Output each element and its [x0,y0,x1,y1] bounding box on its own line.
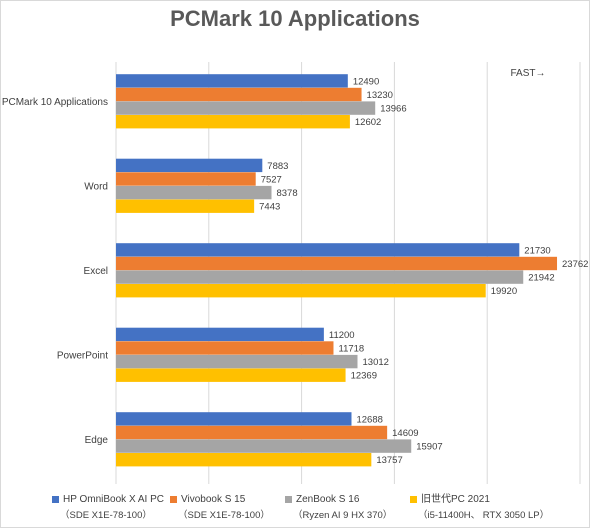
bar [116,354,358,369]
fast-annotation: FAST→ [510,68,545,79]
legend-note: （i5-11400H、 RTX 3050 LP） [418,510,550,521]
bar [116,453,372,467]
legend-item-vivobook: Vivobook S 15 （SDE X1E-78-100） [170,494,270,522]
data-label: 21730 [524,245,550,256]
data-label: 13966 [380,104,406,115]
category-label: PowerPoint [57,350,108,361]
data-label: 12369 [351,371,377,382]
data-label: 19920 [491,286,517,297]
legend-note: （SDE X1E-78-100） [60,510,152,521]
bar [116,185,272,200]
data-label: 13757 [376,455,402,466]
bar [116,74,348,88]
bar [116,412,352,426]
category-label: Excel [84,266,108,277]
bar [116,270,524,284]
legend-note: （Ryzen AI 9 HX 370） [293,510,393,521]
data-label: 7527 [261,175,282,186]
legend-note: （SDE X1E-78-100） [178,510,270,521]
bar-chart: FAST→ PCMark 10 Applications 12490 13230 139… [2,62,588,484]
bar [116,199,255,213]
legend-item-old-pc: 旧世代PC 2021 （i5-11400H、 RTX 3050 LP） [410,494,549,522]
legend-label: Vivobook S 15 [181,494,246,505]
category-label: Word [84,181,108,192]
category-label: Edge [85,435,109,446]
bar [116,243,520,257]
chart-title: PCMark 10 Applications [170,6,420,31]
legend-swatch [410,495,417,503]
legend-label: 旧世代PC 2021 [421,494,490,505]
bar [116,284,486,298]
bar [116,172,256,186]
legend-swatch [285,495,292,503]
bar [116,439,412,453]
bar [116,368,346,382]
bar [116,101,376,115]
data-label: 12688 [356,414,382,425]
legend-label: HP OmniBook X AI PC [63,494,164,505]
data-label: 11718 [338,344,364,355]
legend-item-zenbook: ZenBook S 16 （Ryzen AI 9 HX 370） [285,494,392,522]
legend-swatch [52,495,59,503]
data-label: 7443 [259,202,280,213]
bar [116,158,263,173]
data-label: 21942 [528,273,554,284]
data-label: 13230 [367,90,393,101]
bar [116,341,334,355]
bar [116,256,558,271]
bar [116,87,362,102]
data-label: 12602 [355,117,381,128]
data-label: 23762 [562,259,588,270]
bar [116,327,324,342]
bar [116,425,388,440]
category-label: PCMark 10 Applications [2,97,108,108]
data-label: 12490 [353,76,379,87]
data-label: 15907 [416,442,442,453]
data-label: 14609 [392,428,418,439]
legend-label: ZenBook S 16 [296,494,360,505]
legend: HP OmniBook X AI PC （SDE X1E-78-100） Viv… [0,494,590,524]
data-label: 8378 [276,188,297,199]
data-label: 13012 [363,357,389,368]
legend-swatch [170,495,177,503]
legend-item-hp-omnibook: HP OmniBook X AI PC （SDE X1E-78-100） [52,494,164,522]
data-label: 7883 [267,161,288,172]
data-label: 11200 [329,330,355,341]
bar [116,115,350,129]
